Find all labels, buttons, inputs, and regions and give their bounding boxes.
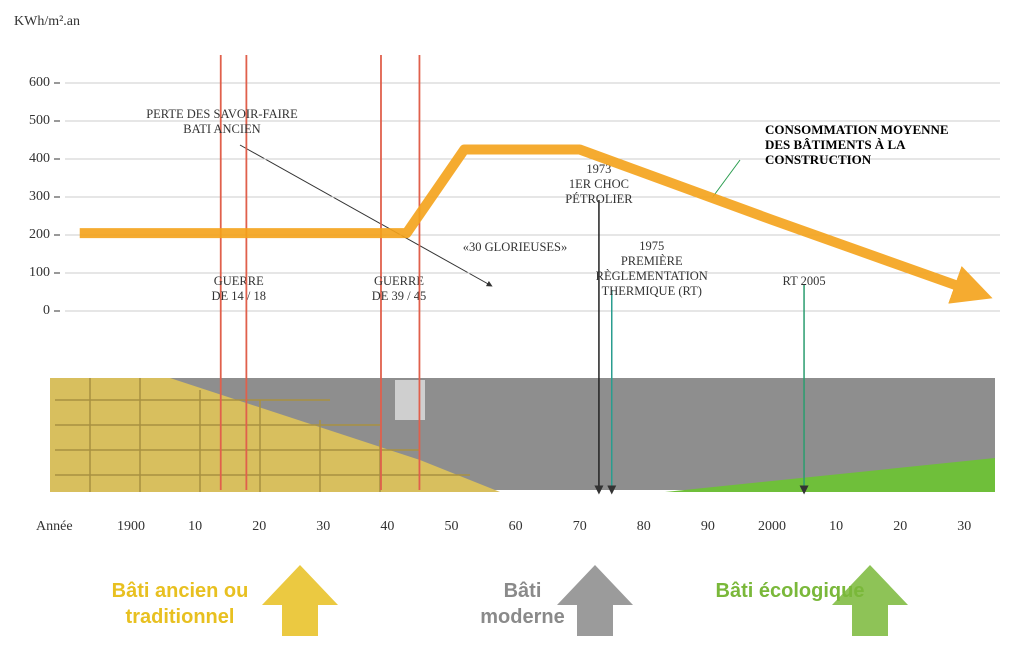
y-tick-label: 100 (29, 265, 50, 280)
era-arrow (832, 565, 908, 636)
x-tick-label: 60 (509, 519, 523, 534)
era-label: Bâti ancien ou traditionnel (111, 580, 249, 628)
y-tick-label: 0 (43, 303, 50, 318)
y-tick-label: 300 (29, 189, 50, 204)
x-tick-label: 10 (829, 519, 843, 534)
event-label: GUERRE (374, 274, 424, 288)
x-tick-label: 30 (316, 519, 330, 534)
x-tick-label: 80 (637, 519, 651, 534)
x-tick-label: 40 (380, 519, 394, 534)
era-arrow (262, 565, 338, 636)
y-tick-label: 200 (29, 227, 50, 242)
annotation: «30 GLORIEUSES» (463, 240, 568, 254)
x-tick-label: 50 (445, 519, 459, 534)
legend-pointer (711, 159, 741, 199)
x-tick-label: 30 (957, 519, 971, 534)
event-label: THERMIQUE (RT) (602, 284, 702, 298)
y-axis-label: KWh/m².an (14, 14, 80, 29)
event-label: RT 2005 (782, 274, 825, 288)
x-axis-label: Année (36, 519, 73, 534)
annotation: PERTE DES SAVOIR-FAIRE (146, 107, 298, 121)
event-label: 1973 (586, 162, 611, 176)
y-tick-label: 600 (29, 75, 50, 90)
event-label: DE 14 / 18 (211, 289, 266, 303)
x-tick-label: 90 (701, 519, 715, 534)
era-arrow (557, 565, 633, 636)
x-tick-label: 2000 (758, 519, 786, 534)
era-label: Bâti moderne (480, 580, 565, 628)
x-tick-label: 10 (188, 519, 202, 534)
y-tick-label: 500 (29, 113, 50, 128)
x-tick-label: 1900 (117, 519, 145, 534)
event-label: 1975 (639, 239, 664, 253)
illustration (50, 378, 995, 492)
x-tick-label: 20 (893, 519, 907, 534)
x-tick-label: 70 (573, 519, 587, 534)
annotation: BATI ANCIEN (183, 122, 260, 136)
y-tick-label: 400 (29, 151, 50, 166)
event-label: GUERRE (214, 274, 264, 288)
series-label: CONSOMMATION MOYENNE DES BÂTIMENTS À LA … (765, 122, 949, 167)
event-label: PÉTROLIER (565, 192, 633, 206)
series-line (79, 144, 993, 304)
annotation-arrow (239, 144, 493, 287)
event-label: RÈGLEMENTATION (596, 269, 708, 283)
era-label: Bâti écologique (715, 580, 865, 602)
event-label: DE 39 / 45 (372, 289, 427, 303)
event-label: PREMIÈRE (621, 254, 683, 268)
x-tick-label: 20 (252, 519, 266, 534)
event-label: 1ER CHOC (569, 177, 629, 191)
